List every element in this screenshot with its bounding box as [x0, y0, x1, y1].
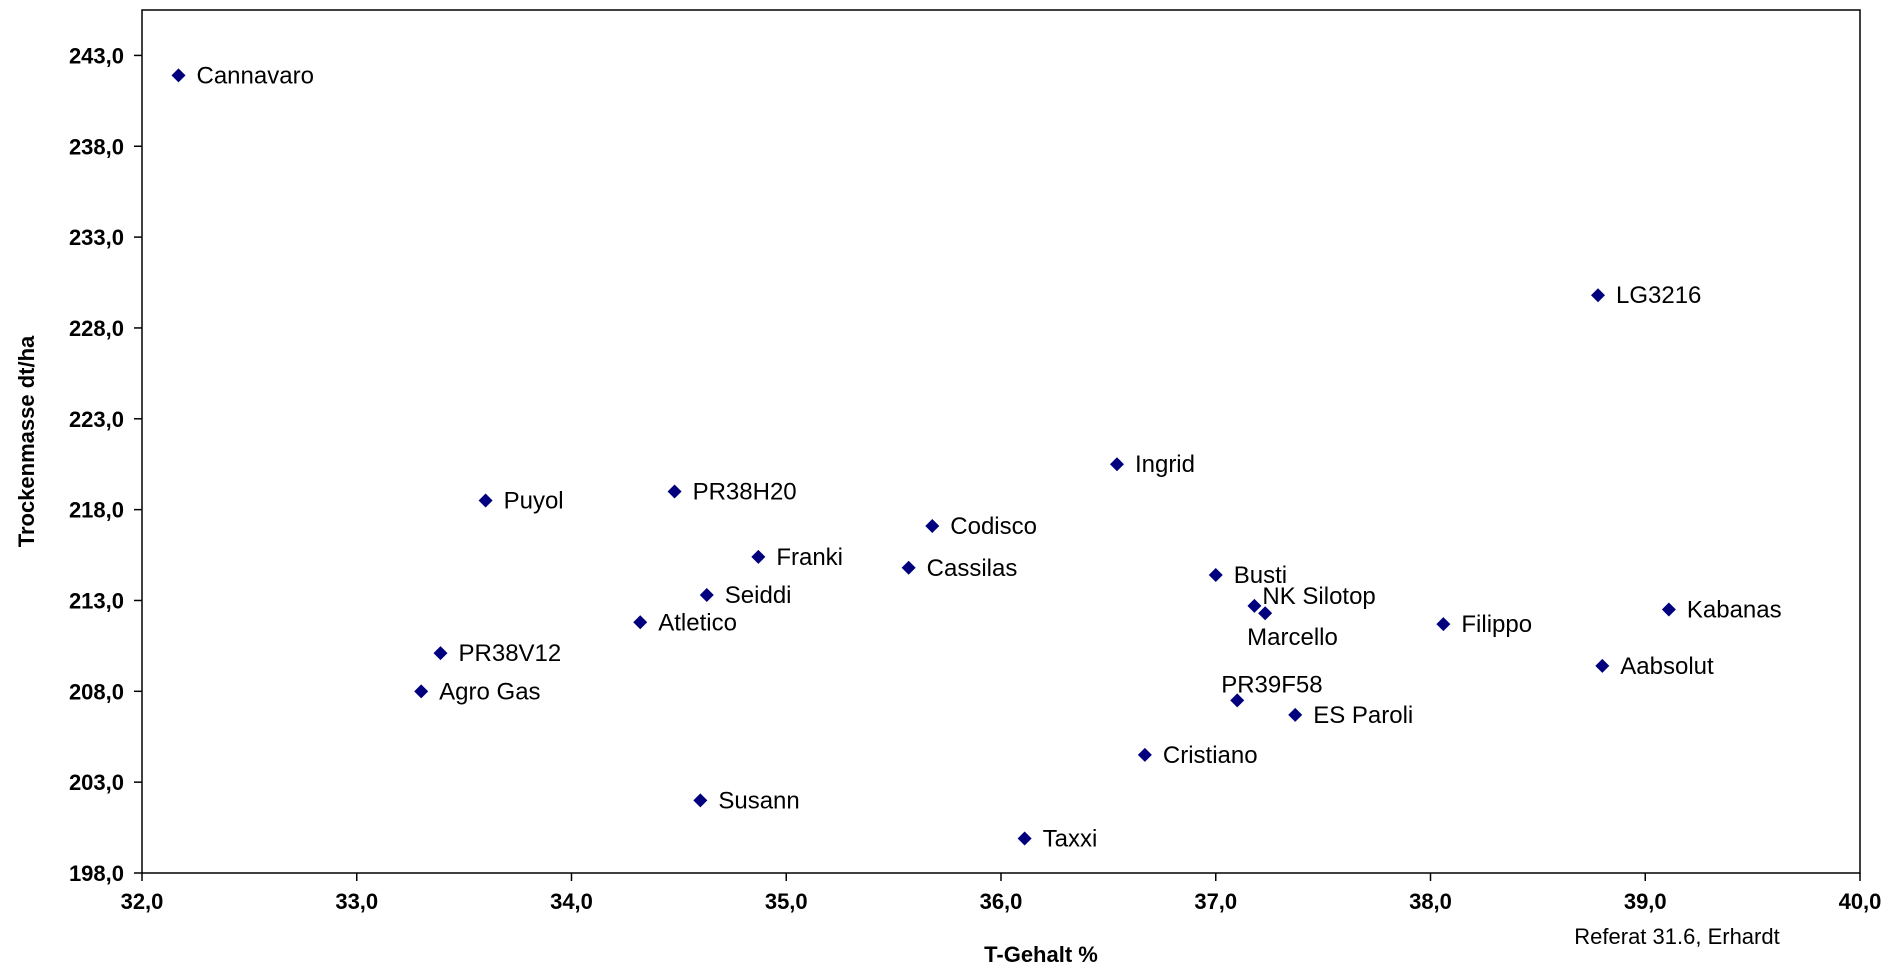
data-point-marker: [1247, 598, 1262, 613]
data-point-label: Puyol: [504, 488, 564, 515]
data-point-label: Filippo: [1461, 611, 1532, 638]
data-point-label: NK Silotop: [1262, 583, 1375, 610]
y-tick-label: 238,0: [69, 134, 124, 159]
data-point-marker: [901, 560, 916, 575]
y-axis: 198,0 203,0 208,0 213,0 218,0 223,0 228,0 233,0…: [69, 43, 142, 886]
data-point-label: Taxxi: [1043, 825, 1098, 852]
data-point-marker: [925, 518, 940, 533]
y-tick-label: 198,0: [69, 861, 124, 886]
y-tick-label: 218,0: [69, 498, 124, 523]
y-tick-label: 208,0: [69, 679, 124, 704]
data-point-label: LG3216: [1616, 282, 1701, 309]
data-point-label: Agro Gas: [439, 678, 540, 705]
data-point-marker: [171, 68, 186, 83]
data-point-label: Cristiano: [1163, 742, 1258, 769]
data-point-marker: [1595, 658, 1610, 673]
data-points: Cannavaro LG3216 Ingrid Puyol PR38H20 Codisco…: [171, 62, 1782, 852]
data-point-marker: [699, 588, 714, 603]
data-point-label: Atletico: [658, 609, 737, 636]
x-tick-label: 33,0: [335, 889, 378, 914]
data-point-label: PR38H20: [693, 478, 797, 505]
data-point-marker: [1591, 288, 1606, 303]
data-point-marker: [478, 493, 493, 508]
x-tick-label: 38,0: [1409, 889, 1452, 914]
x-tick-label: 35,0: [765, 889, 808, 914]
data-point-marker: [1109, 457, 1124, 472]
data-point-label: Franki: [776, 544, 843, 571]
data-point-marker: [1661, 602, 1676, 617]
data-point-marker: [667, 484, 682, 499]
data-point-label: Busti: [1234, 562, 1287, 589]
y-tick-label: 228,0: [69, 316, 124, 341]
y-tick-label: 243,0: [69, 43, 124, 68]
data-point-marker: [1208, 568, 1223, 583]
x-tick-label: 39,0: [1624, 889, 1667, 914]
y-tick-label: 213,0: [69, 588, 124, 613]
data-point-marker: [1258, 606, 1273, 621]
x-tick-label: 40,0: [1839, 889, 1882, 914]
x-axis: 32,0 33,0 34,0 35,0 36,0 37,0 38,0 39,0 40,0: [121, 873, 1882, 914]
data-point-marker: [633, 615, 648, 630]
data-point-label: Cassilas: [927, 555, 1018, 582]
data-point-marker: [693, 793, 708, 808]
data-point-label: ES Paroli: [1313, 702, 1413, 729]
data-point-label: Cannavaro: [197, 62, 314, 89]
data-point-marker: [751, 549, 766, 564]
x-axis-title: T-Gehalt %: [984, 942, 1098, 967]
y-tick-label: 223,0: [69, 407, 124, 432]
data-point-label: Kabanas: [1687, 597, 1782, 624]
x-tick-label: 37,0: [1194, 889, 1237, 914]
plot-area: [141, 9, 1861, 874]
x-tick-label: 34,0: [550, 889, 593, 914]
data-point-label: PR38V12: [459, 640, 562, 667]
y-axis-title: Trockenmasse dt/ha: [14, 335, 39, 547]
data-point-marker: [1436, 617, 1451, 632]
data-point-marker: [1137, 747, 1152, 762]
data-point-marker: [1288, 707, 1303, 722]
data-point-marker: [1230, 693, 1245, 708]
data-point-label: Codisco: [950, 513, 1037, 540]
data-point-marker: [414, 684, 429, 699]
data-point-label: PR39F58: [1221, 671, 1322, 698]
data-point-label: Ingrid: [1135, 451, 1195, 478]
data-point-label: Susann: [718, 787, 799, 814]
y-tick-label: 233,0: [69, 225, 124, 250]
data-point-marker: [1017, 831, 1032, 846]
x-tick-label: 32,0: [121, 889, 164, 914]
data-point-marker: [433, 646, 448, 661]
y-tick-label: 203,0: [69, 770, 124, 795]
x-tick-label: 36,0: [980, 889, 1023, 914]
source-annotation: Referat 31.6, Erhardt: [1574, 924, 1779, 949]
data-point-label: Seiddi: [725, 582, 792, 609]
data-point-label: Aabsolut: [1620, 653, 1714, 680]
data-point-label: Marcello: [1247, 624, 1338, 651]
